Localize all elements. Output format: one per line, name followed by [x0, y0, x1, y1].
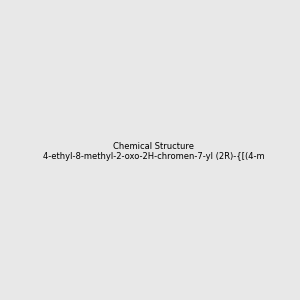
Text: Chemical Structure
4-ethyl-8-methyl-2-oxo-2H-chromen-7-yl (2R)-{[(4-m: Chemical Structure 4-ethyl-8-methyl-2-ox…: [43, 142, 265, 161]
